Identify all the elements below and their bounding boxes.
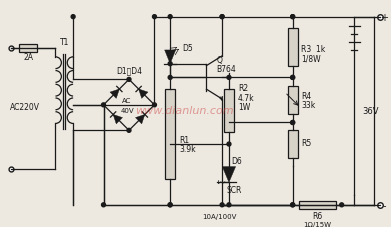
Text: 40V: 40V: [120, 107, 134, 113]
Circle shape: [168, 203, 172, 207]
Polygon shape: [113, 115, 122, 124]
Circle shape: [291, 16, 295, 20]
Text: 10A/100V: 10A/100V: [202, 213, 236, 219]
Circle shape: [152, 16, 156, 20]
Circle shape: [227, 203, 231, 207]
Circle shape: [168, 16, 172, 20]
Circle shape: [220, 203, 224, 207]
Polygon shape: [136, 115, 145, 124]
Circle shape: [71, 16, 75, 20]
Text: AC220V: AC220V: [10, 103, 40, 112]
Text: 1/8W: 1/8W: [301, 54, 321, 63]
Text: 2A: 2A: [23, 53, 33, 62]
Polygon shape: [110, 90, 119, 99]
Text: AC: AC: [122, 98, 132, 104]
Circle shape: [168, 76, 172, 80]
Circle shape: [291, 203, 295, 207]
Text: -: -: [382, 200, 386, 210]
Bar: [288, 131, 298, 158]
Text: R5: R5: [301, 138, 312, 147]
Text: D5: D5: [182, 43, 193, 52]
Text: R4: R4: [301, 91, 312, 100]
Bar: [165, 90, 175, 180]
Text: R6: R6: [312, 211, 322, 220]
Circle shape: [291, 76, 295, 80]
Bar: [299, 201, 336, 209]
Text: Q: Q: [216, 56, 222, 65]
Circle shape: [227, 76, 231, 80]
Text: 1Ω/15W: 1Ω/15W: [303, 222, 331, 227]
Circle shape: [168, 62, 172, 66]
Circle shape: [220, 16, 224, 20]
Circle shape: [291, 121, 295, 125]
Text: 4.7k: 4.7k: [238, 93, 255, 102]
Bar: [288, 86, 298, 115]
Polygon shape: [139, 90, 148, 99]
Circle shape: [340, 203, 344, 207]
Text: 1W: 1W: [238, 103, 250, 112]
Text: R2: R2: [238, 83, 248, 92]
Text: T1: T1: [59, 37, 69, 47]
Text: 36V: 36V: [362, 107, 378, 116]
Text: www.dianlun.com: www.dianlun.com: [136, 105, 234, 115]
Circle shape: [168, 203, 172, 207]
Bar: [224, 90, 234, 133]
Text: B764: B764: [216, 65, 236, 74]
Circle shape: [291, 16, 295, 20]
Text: D1～D4: D1～D4: [116, 66, 142, 75]
Text: +: +: [380, 12, 388, 22]
Polygon shape: [165, 51, 176, 64]
Bar: [288, 28, 298, 67]
Circle shape: [152, 104, 156, 107]
Text: R3  1k: R3 1k: [301, 44, 326, 53]
Text: D6: D6: [231, 157, 242, 165]
Circle shape: [291, 121, 295, 125]
Circle shape: [127, 129, 131, 133]
Text: 3.9k: 3.9k: [179, 145, 196, 154]
Circle shape: [127, 78, 131, 82]
Text: 33k: 33k: [301, 101, 316, 110]
Circle shape: [220, 16, 224, 20]
Circle shape: [102, 203, 106, 207]
Text: SCR: SCR: [227, 185, 242, 194]
Circle shape: [291, 203, 295, 207]
Bar: [19, 45, 37, 53]
Circle shape: [102, 104, 106, 107]
Circle shape: [227, 143, 231, 146]
Polygon shape: [222, 167, 236, 183]
Text: R1: R1: [179, 135, 189, 144]
Circle shape: [291, 76, 295, 80]
